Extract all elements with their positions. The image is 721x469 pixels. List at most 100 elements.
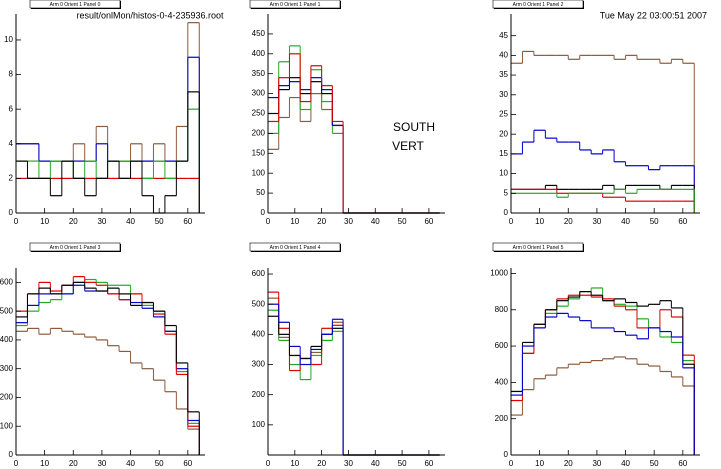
x-tick-label: 30 — [97, 459, 106, 468]
x-tick-label: 0 — [509, 459, 514, 468]
x-tick-label: 10 — [290, 217, 299, 226]
x-tick-label: 0 — [266, 459, 271, 468]
x-tick-label: 40 — [126, 459, 135, 468]
panel-title: Arm 0 Orient 1 Panel 5 — [513, 245, 564, 251]
y-tick-label: 0 — [504, 450, 509, 459]
y-tick-label: 5 — [504, 188, 509, 197]
x-tick-label: 60 — [678, 217, 687, 226]
y-tick-label: 10 — [4, 35, 13, 44]
y-tick-label: 100 — [252, 168, 266, 177]
x-tick-label: 50 — [155, 217, 164, 226]
y-tick-label: 200 — [252, 390, 266, 399]
y-tick-label: 1000 — [490, 269, 508, 278]
annotation: VERT — [392, 139, 424, 153]
x-tick-label: 30 — [344, 459, 353, 468]
x-tick-label: 40 — [126, 217, 135, 226]
x-tick-label: 10 — [40, 217, 49, 226]
x-tick-label: 40 — [371, 459, 380, 468]
x-tick-label: 50 — [398, 217, 407, 226]
y-tick-label: 600 — [252, 269, 266, 278]
y-tick-label: 40 — [499, 50, 508, 59]
x-tick-label: 10 — [40, 459, 49, 468]
y-tick-label: 35 — [499, 70, 508, 79]
y-tick-label: 8 — [9, 70, 14, 79]
y-tick-label: 4 — [9, 139, 14, 148]
y-tick-label: 2 — [9, 174, 14, 183]
x-tick-label: 60 — [183, 459, 192, 468]
y-tick-label: 300 — [0, 364, 14, 373]
y-tick-label: 30 — [499, 90, 508, 99]
x-tick-label: 60 — [424, 459, 433, 468]
x-tick-label: 50 — [650, 217, 659, 226]
x-tick-label: 30 — [592, 217, 601, 226]
title-box — [492, 0, 584, 9]
x-tick-label: 20 — [564, 217, 573, 226]
file-name: result/onlMon/histos-0-4-235936.root — [76, 10, 224, 20]
y-tick-label: 6 — [9, 104, 14, 113]
x-tick-label: 0 — [14, 217, 19, 226]
y-tick-label: 50 — [256, 188, 265, 197]
title-box — [492, 242, 584, 252]
x-tick-label: 30 — [97, 217, 106, 226]
y-tick-label: 600 — [495, 341, 509, 350]
y-tick-label: 250 — [252, 109, 266, 118]
y-tick-label: 400 — [252, 329, 266, 338]
panel-title: Arm 0 Orient 1 Panel 1 — [270, 2, 321, 8]
x-tick-label: 40 — [621, 459, 630, 468]
y-tick-label: 20 — [499, 129, 508, 138]
y-tick-label: 0 — [9, 208, 14, 217]
x-tick-label: 30 — [592, 459, 601, 468]
x-tick-label: 20 — [564, 459, 573, 468]
annotation: SOUTH — [393, 120, 435, 134]
y-tick-label: 500 — [0, 306, 14, 315]
title-box — [29, 242, 121, 252]
timestamp: Tue May 22 03:00:51 2007 — [600, 10, 707, 20]
panel-title: Arm 0 Orient 1 Panel 3 — [50, 245, 101, 251]
x-tick-label: 20 — [317, 217, 326, 226]
x-tick-label: 10 — [535, 217, 544, 226]
y-tick-label: 600 — [0, 277, 14, 286]
y-tick-label: 300 — [252, 89, 266, 98]
x-tick-label: 10 — [535, 459, 544, 468]
x-tick-label: 20 — [317, 459, 326, 468]
panel-title: Arm 0 Orient 1 Panel 0 — [50, 2, 101, 8]
y-tick-label: 450 — [252, 29, 266, 38]
y-tick-label: 200 — [495, 414, 509, 423]
x-tick-label: 20 — [69, 459, 78, 468]
panel-title: Arm 0 Orient 1 Panel 4 — [270, 245, 321, 251]
panel-title: Arm 0 Orient 1 Panel 2 — [513, 2, 564, 8]
x-tick-label: 50 — [155, 459, 164, 468]
y-tick-label: 200 — [0, 393, 14, 402]
y-tick-label: 100 — [252, 420, 266, 429]
y-tick-label: 0 — [261, 208, 266, 217]
y-tick-label: 25 — [499, 110, 508, 119]
y-tick-label: 500 — [252, 299, 266, 308]
x-tick-label: 0 — [266, 217, 271, 226]
x-tick-label: 60 — [183, 217, 192, 226]
x-tick-label: 60 — [678, 459, 687, 468]
x-tick-label: 10 — [290, 459, 299, 468]
x-tick-label: 40 — [621, 217, 630, 226]
x-tick-label: 50 — [398, 459, 407, 468]
x-tick-label: 40 — [371, 217, 380, 226]
title-box — [29, 0, 121, 9]
x-tick-label: 50 — [650, 459, 659, 468]
y-tick-label: 0 — [504, 208, 509, 217]
y-tick-label: 150 — [252, 148, 266, 157]
y-tick-label: 350 — [252, 69, 266, 78]
y-tick-label: 200 — [252, 129, 266, 138]
y-tick-label: 800 — [495, 305, 509, 314]
y-tick-label: 400 — [495, 377, 509, 386]
y-tick-label: 300 — [252, 360, 266, 369]
y-tick-label: 400 — [0, 335, 14, 344]
y-tick-label: 15 — [499, 149, 508, 158]
y-tick-label: 400 — [252, 49, 266, 58]
title-box — [249, 242, 341, 252]
x-tick-label: 20 — [69, 217, 78, 226]
x-tick-label: 0 — [509, 217, 514, 226]
y-tick-label: 10 — [499, 169, 508, 178]
title-box — [249, 0, 341, 9]
